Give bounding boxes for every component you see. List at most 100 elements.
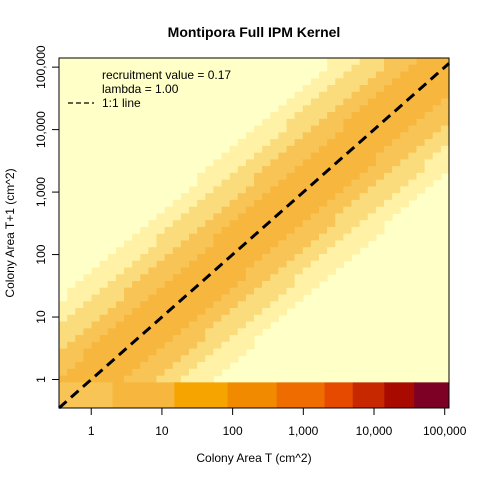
heatmap-cell <box>197 368 206 377</box>
heatmap-cell <box>375 105 385 113</box>
heatmap-cell <box>189 287 198 296</box>
heatmap-cell <box>115 301 125 309</box>
heatmap-cell <box>59 308 68 316</box>
heatmap-cell <box>327 253 336 262</box>
heatmap-cell <box>99 362 109 370</box>
x-tick-label: 10 <box>155 424 169 438</box>
heatmap-cell <box>343 78 353 86</box>
heatmap-cell <box>245 179 255 187</box>
heatmap-cell <box>237 321 247 329</box>
heatmap-cell <box>343 233 353 242</box>
heatmap-cell <box>148 362 158 370</box>
legend-entry-lambda: lambda = 1.00 <box>102 82 179 96</box>
heatmap-cell <box>164 253 174 262</box>
heatmap-cell <box>197 220 206 228</box>
heatmap-cell <box>99 368 109 377</box>
heatmap-cell <box>310 112 320 120</box>
heatmap-cell <box>254 294 263 302</box>
heatmap-cell <box>115 260 125 269</box>
heatmap-cell <box>384 85 393 93</box>
heatmap-cell <box>148 375 158 383</box>
heatmap-cell <box>245 145 255 154</box>
heatmap-cell <box>359 213 369 221</box>
heatmap-cell <box>270 240 279 248</box>
heatmap-cell <box>245 281 255 289</box>
heatmap-cell <box>343 206 353 215</box>
heatmap-cell <box>335 125 344 133</box>
heatmap-cell <box>189 314 198 323</box>
heatmap-cell <box>99 355 109 363</box>
heatmap-cell <box>75 362 84 370</box>
heatmap-cell <box>156 321 166 329</box>
heatmap-cell <box>343 213 353 221</box>
heatmap-cell <box>205 267 214 275</box>
heatmap-cell <box>189 335 198 343</box>
heatmap-cell <box>189 206 198 215</box>
heatmap-cell <box>254 253 263 262</box>
heatmap-cell <box>375 118 385 127</box>
heatmap-cell <box>172 226 182 235</box>
heatmap-cell <box>148 294 158 302</box>
heatmap-cell <box>278 186 288 194</box>
heatmap-cell <box>367 98 377 106</box>
heatmap-cell <box>156 308 166 316</box>
heatmap-cell <box>440 105 450 113</box>
heatmap-cell <box>107 362 117 370</box>
heatmap-cell <box>140 301 149 309</box>
heatmap-cell <box>335 78 344 86</box>
heatmap-cell <box>343 145 353 154</box>
heatmap-cell <box>319 179 328 187</box>
heatmap-cell <box>221 294 231 302</box>
heatmap-cell <box>327 132 336 140</box>
heatmap-cell <box>172 328 182 336</box>
heatmap-cell <box>107 368 117 377</box>
heatmap-cell <box>384 186 393 194</box>
heatmap-cell <box>408 159 418 167</box>
heatmap-cell <box>392 199 401 208</box>
heatmap-cell <box>302 166 312 174</box>
heatmap-cell <box>148 274 158 282</box>
heatmap-cell <box>424 78 434 86</box>
heatmap-cell <box>294 112 304 120</box>
heatmap-cell <box>132 314 141 323</box>
heatmap-cell <box>310 159 320 167</box>
heatmap-cell <box>310 199 320 208</box>
heatmap-cell <box>278 125 288 133</box>
heatmap-cell <box>384 145 393 154</box>
heatmap-cell <box>213 281 223 289</box>
heatmap-cell <box>400 64 409 73</box>
heatmap-cell <box>132 368 141 377</box>
heatmap-cell <box>140 274 149 282</box>
heatmap-cell <box>375 132 385 140</box>
heatmap-cell <box>335 145 344 154</box>
heatmap-cell <box>343 105 353 113</box>
heatmap-cell <box>351 139 361 147</box>
heatmap-cell <box>310 145 320 154</box>
heatmap-cell <box>140 260 149 269</box>
heatmap-cell <box>156 226 166 235</box>
heatmap-cell <box>440 71 450 79</box>
heatmap-cell <box>229 179 239 187</box>
heatmap-cell <box>115 247 125 255</box>
heatmap-cell <box>213 321 223 329</box>
heatmap-cell <box>384 71 393 79</box>
heatmap-cell <box>221 348 231 356</box>
heatmap-cell <box>327 152 336 160</box>
heatmap-cell <box>205 308 214 316</box>
heatmap-cell <box>310 152 320 160</box>
heatmap-cell <box>270 267 279 275</box>
heatmap-cell <box>237 348 247 356</box>
heatmap-cell <box>132 294 141 302</box>
heatmap-cell <box>172 233 182 242</box>
heatmap-cell <box>351 85 361 93</box>
heatmap-cell <box>294 233 304 242</box>
heatmap-cell <box>310 78 320 86</box>
heatmap-cell <box>392 132 401 140</box>
heatmap-cell <box>99 287 109 296</box>
heatmap-cell <box>59 314 68 323</box>
heatmap-cell <box>254 301 263 309</box>
heatmap-cell <box>229 152 239 160</box>
heatmap-cell <box>124 260 133 269</box>
heatmap-cell <box>254 308 263 316</box>
heatmap-cell <box>367 145 377 154</box>
